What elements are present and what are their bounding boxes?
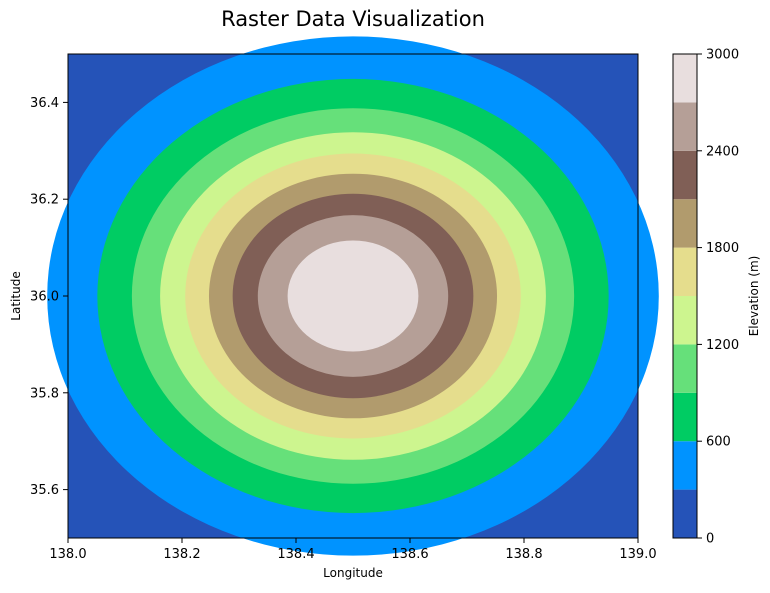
y-tick-label: 35.8 (30, 386, 59, 401)
colorbar-tick-label: 1200 (706, 338, 739, 353)
x-tick-label: 138.4 (277, 547, 314, 562)
x-tick-label: 138.0 (49, 547, 86, 562)
colorbar (673, 54, 697, 538)
colorbar-frame (672, 53, 698, 539)
colorbar-label: Elevation (m) (747, 256, 761, 337)
contour-band (287, 240, 419, 352)
colorbar-ticks: 0 600 1200 1800 2400 3000 (697, 48, 739, 547)
colorbar-swatch (673, 392, 697, 442)
colorbar-tick-label: 0 (706, 532, 714, 547)
colorbar-swatch (673, 344, 697, 393)
colorbar-swatch (673, 489, 697, 538)
colorbar-tick-label: 1800 (706, 241, 739, 256)
plot-area (47, 36, 659, 556)
x-tick-label: 138.6 (391, 547, 428, 562)
colorbar-tick-label: 3000 (706, 48, 739, 63)
chart-title: Raster Data Visualization (221, 7, 485, 31)
y-tick-label: 36.4 (30, 96, 59, 111)
y-tick-label: 35.6 (30, 483, 59, 498)
colorbar-tick-label: 600 (706, 435, 731, 450)
x-axis: 138.0 138.2 138.4 138.6 138.8 139.0 (49, 538, 657, 562)
colorbar-swatch (673, 54, 697, 103)
colorbar-swatch (673, 247, 697, 296)
colorbar-swatch (673, 296, 697, 345)
x-axis-label: Longitude (323, 566, 383, 580)
colorbar-swatch (673, 199, 697, 248)
x-tick-label: 138.8 (505, 547, 542, 562)
y-tick-label: 36.0 (30, 290, 59, 305)
x-tick-label: 139.0 (619, 547, 656, 562)
y-axis-label: Latitude (9, 271, 23, 320)
y-tick-label: 36.2 (30, 193, 59, 208)
y-axis: 35.6 35.8 36.0 36.2 36.4 (30, 96, 68, 498)
colorbar-swatch (673, 441, 697, 490)
colorbar-swatch (673, 102, 697, 151)
colorbar-tick-label: 2400 (706, 144, 739, 159)
x-tick-label: 138.2 (163, 547, 200, 562)
colorbar-swatch (673, 150, 697, 200)
